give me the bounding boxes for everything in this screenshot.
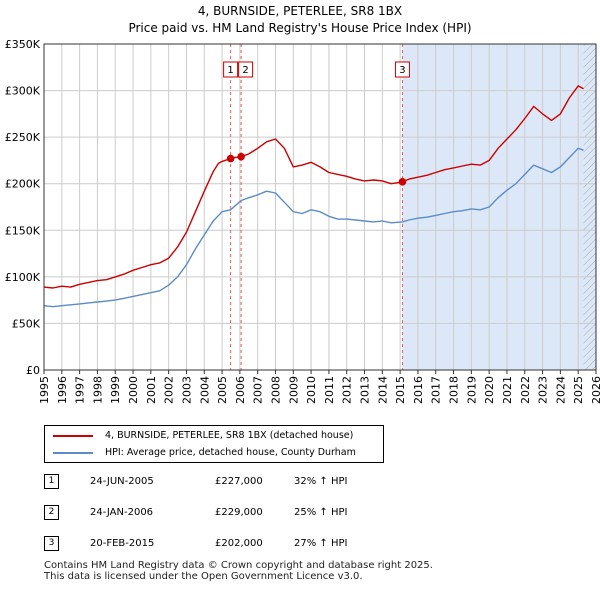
x-tick-label: 1999 xyxy=(109,376,122,404)
transaction-hpi-diff: 25% ↑ HPI xyxy=(294,507,348,518)
hpi-line xyxy=(43,147,584,308)
sale-point xyxy=(237,152,245,161)
transaction-row: 3 20-FEB-2015 £202,000 27% ↑ HPI xyxy=(44,534,464,554)
x-tick-label: 2019 xyxy=(465,376,478,404)
x-tick-label: 2004 xyxy=(198,376,211,404)
x-tick-label: 2000 xyxy=(127,376,140,404)
x-tick-label: 2002 xyxy=(163,376,176,404)
x-tick-label: 2007 xyxy=(252,376,265,404)
x-tick-label: 2022 xyxy=(519,376,532,404)
legend-item-property: 4, BURNSIDE, PETERLEE, SR8 1BX (detached… xyxy=(53,428,353,444)
transaction-row: 1 24-JUN-2005 £227,000 32% ↑ HPI xyxy=(44,472,464,492)
x-tick-label: 1998 xyxy=(91,376,104,404)
sale-point xyxy=(398,178,407,186)
x-tick-label: 2005 xyxy=(216,376,229,404)
y-tick-label: £0 xyxy=(26,364,40,377)
highlight-band xyxy=(402,44,596,370)
y-tick-label: £50K xyxy=(12,317,41,330)
x-tick-label: 2021 xyxy=(501,376,514,404)
x-tick-label: 2014 xyxy=(376,376,389,404)
x-tick-label: 1995 xyxy=(38,376,51,404)
footer: Contains HM Land Registry data © Crown c… xyxy=(44,560,433,582)
transaction-number: 2 xyxy=(44,505,59,520)
x-tick-label: 2008 xyxy=(269,376,282,404)
x-tick-label: 2012 xyxy=(341,376,354,404)
transaction-hpi-diff: 32% ↑ HPI xyxy=(294,476,348,487)
x-tick-label: 1997 xyxy=(74,376,87,404)
x-tick-label: 2001 xyxy=(145,376,158,404)
x-tick-label: 2023 xyxy=(537,376,550,404)
x-tick-label: 1996 xyxy=(56,376,69,404)
transaction-price: £202,000 xyxy=(215,538,263,549)
chart-title: 4, BURNSIDE, PETERLEE, SR8 1BX Price pai… xyxy=(0,3,600,37)
property-price-line xyxy=(43,85,584,289)
legend-swatch-hpi xyxy=(53,451,93,454)
sale-marker-box xyxy=(223,61,239,78)
plot-frame xyxy=(43,43,597,371)
y-tick-label: £350K xyxy=(5,38,41,51)
x-tick-label: 2013 xyxy=(359,376,372,404)
y-tick-label: £200K xyxy=(5,178,41,191)
x-tick-label: 2011 xyxy=(323,376,336,404)
title-line-2: Price paid vs. HM Land Registry's House … xyxy=(128,21,472,35)
footer-line-1: Contains HM Land Registry data © Crown c… xyxy=(44,560,433,571)
x-tick-label: 2017 xyxy=(430,376,443,404)
transaction-hpi-diff: 27% ↑ HPI xyxy=(294,538,348,549)
sale-marker-box xyxy=(394,61,410,78)
x-tick-label: 2016 xyxy=(412,376,425,404)
legend-label-property: 4, BURNSIDE, PETERLEE, SR8 1BX (detached… xyxy=(105,430,354,441)
x-tick-label: 2003 xyxy=(180,376,193,404)
transaction-date: 24-JUN-2005 xyxy=(90,476,154,487)
x-tick-label: 2018 xyxy=(448,376,461,404)
x-tick-label: 2026 xyxy=(590,376,600,404)
x-tick-label: 2015 xyxy=(394,376,407,404)
sale-marker-box xyxy=(238,61,254,78)
forecast-hatch xyxy=(583,44,596,370)
x-tick-label: 2010 xyxy=(305,376,318,404)
transaction-price: £227,000 xyxy=(215,476,263,487)
legend-label-hpi: HPI: Average price, detached house, Coun… xyxy=(105,447,356,458)
transaction-price: £229,000 xyxy=(215,507,263,518)
sale-marker-label: 1 xyxy=(227,65,233,76)
transaction-number: 1 xyxy=(44,474,59,489)
x-tick-label: 2009 xyxy=(287,376,300,404)
x-tick-label: 2020 xyxy=(483,376,496,404)
transaction-number: 3 xyxy=(44,536,59,551)
sale-marker-label: 3 xyxy=(399,65,405,76)
sale-marker-label: 2 xyxy=(242,65,248,76)
y-tick-label: £100K xyxy=(5,271,41,284)
legend-swatch-property xyxy=(53,434,93,437)
footer-line-2: This data is licensed under the Open Gov… xyxy=(44,571,363,582)
y-tick-label: £300K xyxy=(5,85,41,98)
legend: 4, BURNSIDE, PETERLEE, SR8 1BX (detached… xyxy=(44,425,384,463)
y-tick-label: £250K xyxy=(5,131,41,144)
transaction-row: 2 24-JAN-2006 £229,000 25% ↑ HPI xyxy=(44,503,464,523)
title-line-1: 4, BURNSIDE, PETERLEE, SR8 1BX xyxy=(197,4,403,18)
transaction-date: 24-JAN-2006 xyxy=(90,507,154,518)
sale-point xyxy=(226,154,235,163)
x-tick-label: 2024 xyxy=(554,376,567,404)
transaction-date: 20-FEB-2015 xyxy=(90,538,155,549)
legend-item-hpi: HPI: Average price, detached house, Coun… xyxy=(53,445,356,461)
x-tick-label: 2006 xyxy=(234,376,247,404)
x-tick-label: 2025 xyxy=(572,376,585,404)
y-tick-label: £150K xyxy=(5,224,41,237)
